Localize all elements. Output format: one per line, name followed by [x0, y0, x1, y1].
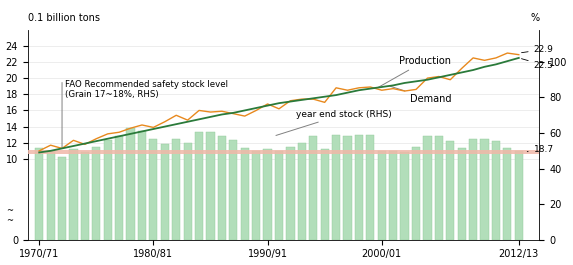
Bar	[320, 149, 329, 240]
Bar	[458, 148, 466, 240]
Bar	[206, 132, 215, 240]
Text: %: %	[530, 13, 539, 23]
Bar	[355, 135, 363, 240]
Bar	[241, 148, 249, 240]
Text: year end stock (RHS): year end stock (RHS)	[276, 109, 392, 135]
Bar	[275, 151, 283, 240]
Text: Demand: Demand	[390, 86, 452, 104]
Text: FAO Recommended safety stock level
(Grain 17~18%, RHS): FAO Recommended safety stock level (Grai…	[65, 80, 229, 99]
Bar	[69, 149, 77, 240]
Text: Production: Production	[379, 56, 451, 87]
Bar	[229, 140, 237, 240]
Bar	[172, 139, 180, 240]
Bar	[28, 151, 539, 154]
Text: 22.5: 22.5	[521, 59, 554, 69]
Bar	[469, 139, 477, 240]
Bar	[343, 136, 352, 240]
Bar	[423, 136, 431, 240]
Bar	[309, 136, 317, 240]
Bar	[298, 143, 306, 240]
Bar	[58, 157, 66, 240]
Bar	[81, 152, 89, 240]
Bar	[378, 151, 386, 240]
Bar	[286, 147, 295, 240]
Bar	[115, 136, 123, 240]
Text: 0.1 billion tons: 0.1 billion tons	[28, 13, 100, 23]
Bar	[138, 131, 146, 240]
Bar	[401, 152, 409, 240]
Text: ~
~: ~ ~	[6, 206, 13, 225]
Bar	[183, 143, 192, 240]
Bar	[160, 144, 169, 240]
Bar	[46, 151, 55, 240]
Bar	[332, 135, 340, 240]
Bar	[492, 141, 500, 240]
Text: 18.7: 18.7	[527, 145, 554, 154]
Bar	[480, 139, 489, 240]
Bar	[412, 147, 420, 240]
Bar	[503, 148, 512, 240]
Bar	[264, 149, 272, 240]
Bar	[150, 139, 158, 240]
Bar	[104, 140, 112, 240]
Bar	[35, 148, 44, 240]
Bar	[389, 151, 397, 240]
Bar	[195, 132, 203, 240]
Bar	[366, 135, 375, 240]
Bar	[92, 147, 100, 240]
Bar	[515, 151, 523, 240]
Bar	[252, 151, 260, 240]
Bar	[127, 128, 135, 240]
Bar	[218, 136, 226, 240]
Bar	[446, 141, 454, 240]
Bar	[435, 136, 443, 240]
Text: 22.9: 22.9	[521, 45, 554, 54]
